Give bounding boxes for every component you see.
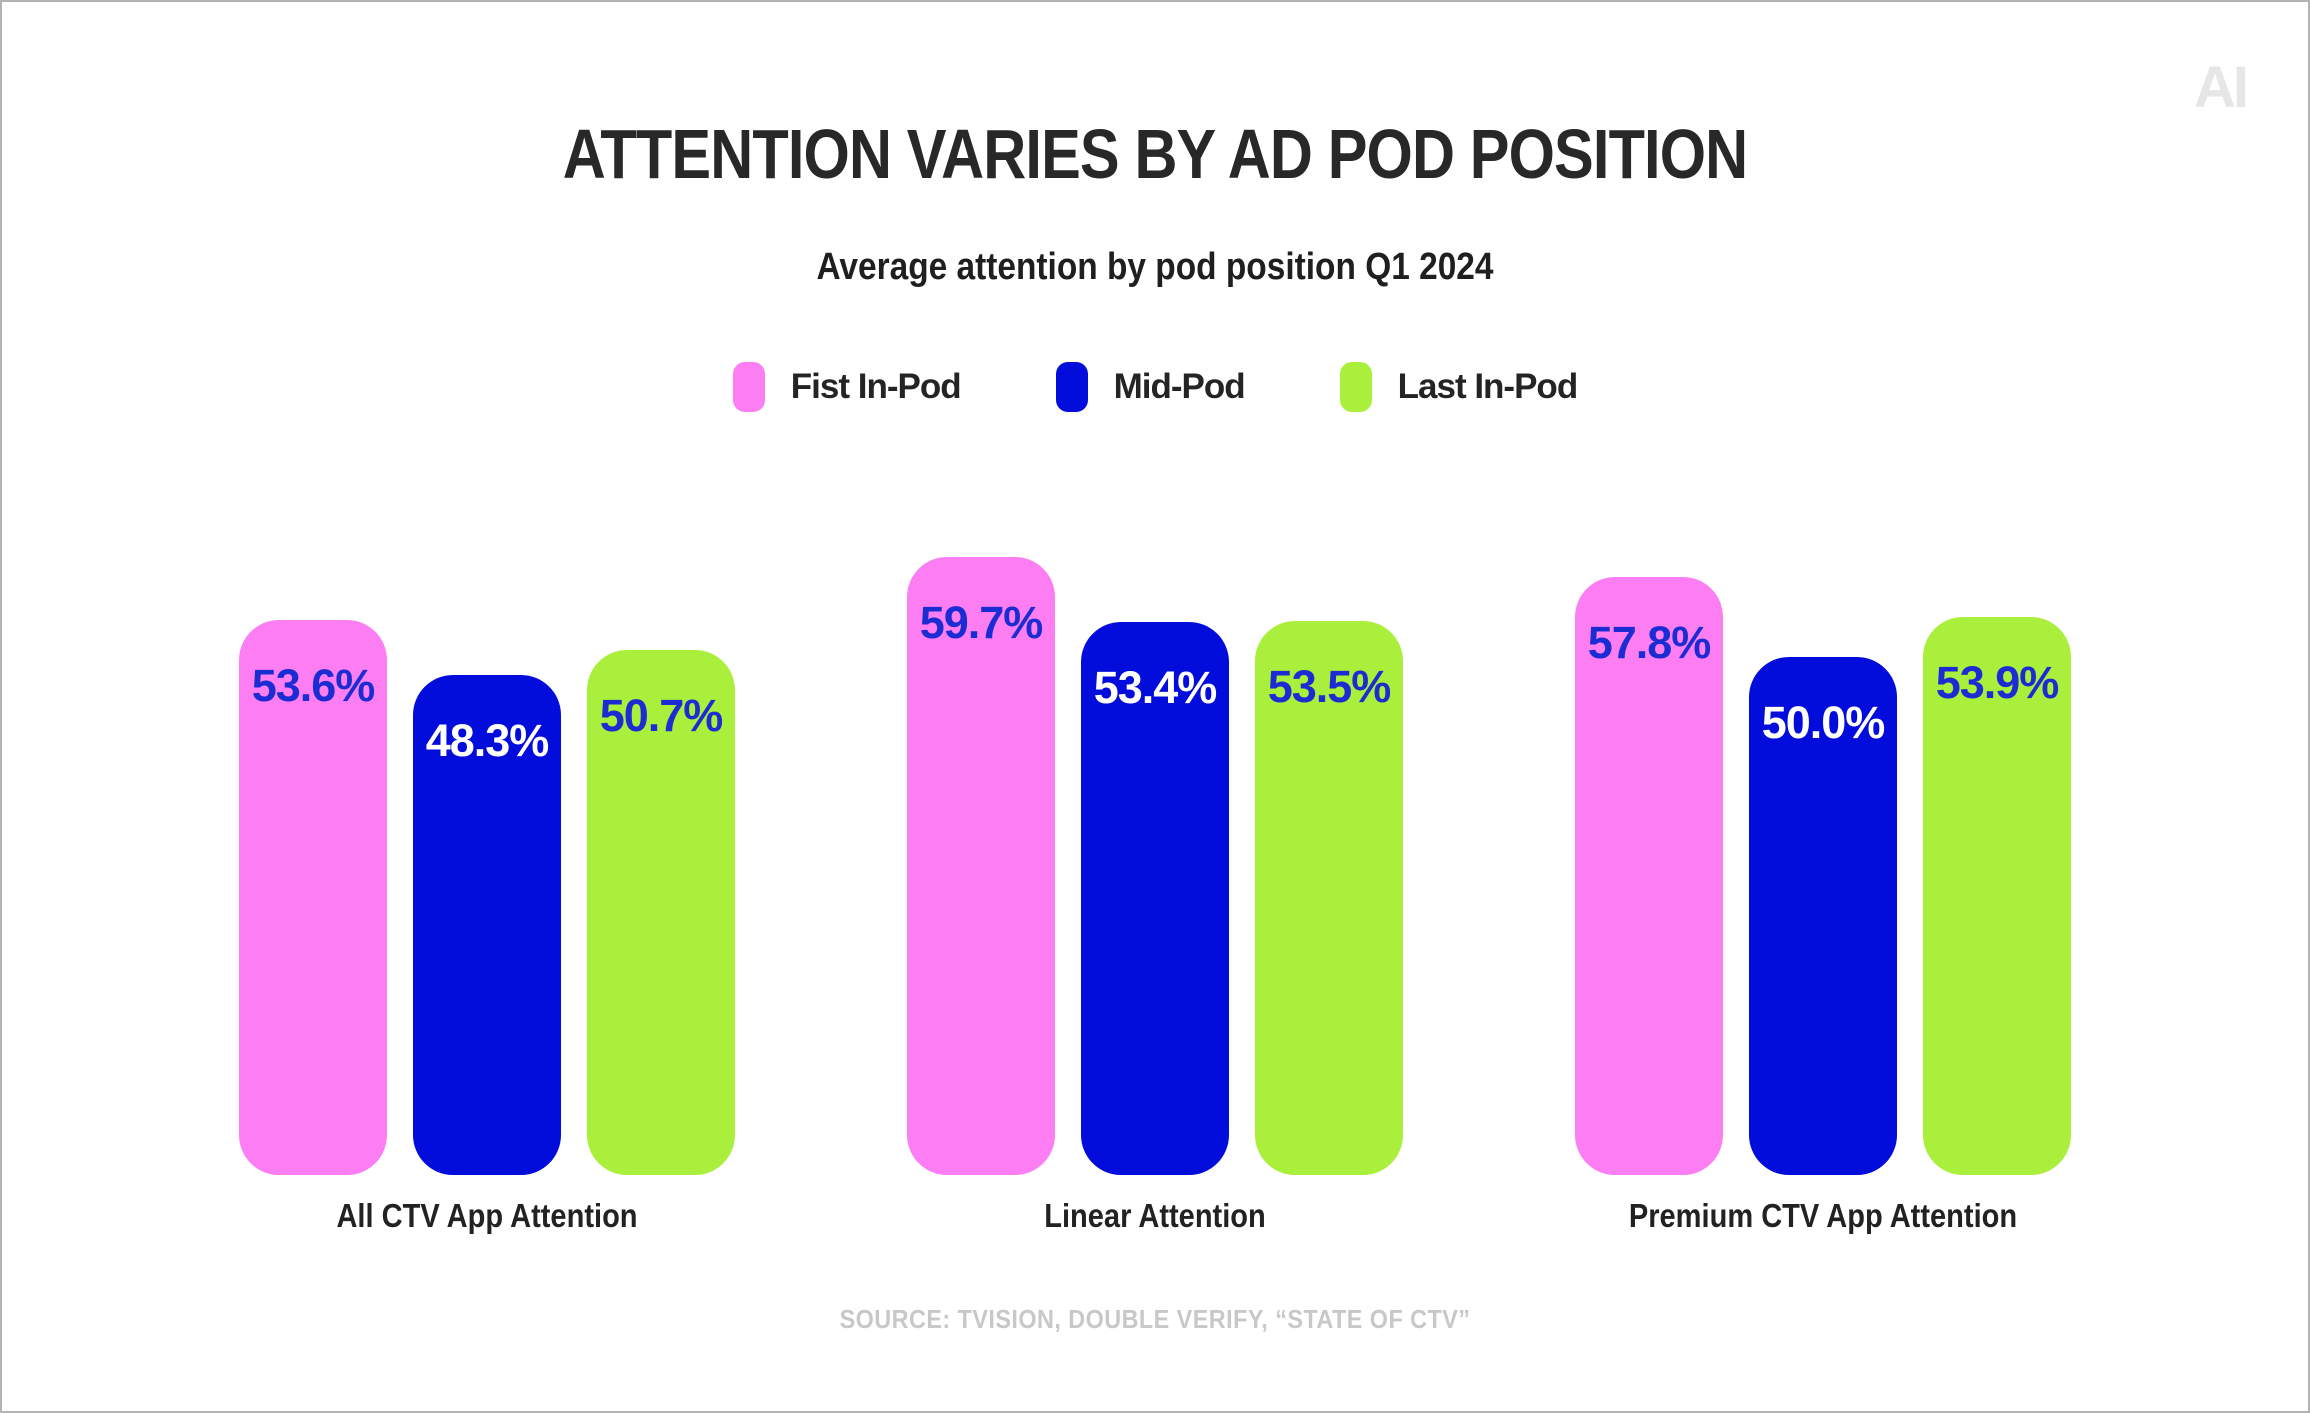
bar-group-premium-ctv-app-attention: 57.8% 50.0% 53.9% Premium CTV App Attention	[1575, 555, 2071, 1235]
bars-premium-ctv-app-attention: 57.8% 50.0% 53.9%	[1575, 555, 2071, 1175]
source-attribution: SOURCE: TVISION, DOUBLE VERIFY, “STATE O…	[839, 1304, 1471, 1334]
legend-swatch-last-in-pod	[1339, 362, 1372, 412]
bar-value-label: 57.8%	[1587, 617, 1712, 668]
bar-mid-pod: 50.0%	[1749, 657, 1897, 1175]
bars-linear-attention: 59.7% 53.4% 53.5%	[907, 555, 1403, 1175]
bar-chart: 53.6% 48.3% 50.7% All CTV App Attention 59.7…	[2, 555, 2308, 1235]
page-title: ATTENTION VARIES BY AD POD POSITION	[562, 115, 1748, 193]
legend-label: Mid-Pod	[1113, 367, 1246, 406]
page-subtitle: Average attention by pod position Q1 202…	[816, 246, 1494, 288]
legend-label: Last In-Pod	[1397, 367, 1579, 406]
bar-fist-in-pod: 57.8%	[1575, 577, 1723, 1175]
bar-mid-pod: 48.3%	[413, 675, 561, 1175]
bar-group-all-ctv-app-attention: 53.6% 48.3% 50.7% All CTV App Attention	[239, 555, 735, 1235]
bar-mid-pod: 53.4%	[1081, 622, 1229, 1175]
bar-last-in-pod: 53.9%	[1923, 617, 2071, 1175]
bar-value-label: 50.7%	[599, 690, 724, 741]
bar-last-in-pod: 53.5%	[1255, 621, 1403, 1175]
bar-value-label: 48.3%	[425, 715, 550, 766]
bar-value-label: 53.5%	[1267, 661, 1392, 712]
bar-value-label: 53.6%	[251, 660, 376, 711]
bar-fist-in-pod: 53.6%	[239, 620, 387, 1175]
legend-label: Fist In-Pod	[790, 367, 962, 406]
category-label: Premium CTV App Attention	[1628, 1197, 2018, 1234]
chart-legend: Fist In-Pod Mid-Pod Last In-Pod	[2, 362, 2308, 412]
bars-all-ctv-app-attention: 53.6% 48.3% 50.7%	[239, 555, 735, 1175]
bar-value-label: 53.4%	[1093, 662, 1218, 713]
category-label: All CTV App Attention	[336, 1197, 638, 1234]
legend-swatch-mid-pod	[1055, 362, 1088, 412]
category-label: Linear Attention	[1044, 1197, 1266, 1234]
legend-item-mid-pod: Mid-Pod	[1055, 362, 1246, 412]
bar-group-linear-attention: 59.7% 53.4% 53.5% Linear Attention	[907, 555, 1403, 1235]
bar-value-label: 53.9%	[1935, 657, 2060, 708]
bar-last-in-pod: 50.7%	[587, 650, 735, 1175]
legend-swatch-fist-in-pod	[732, 362, 765, 412]
bar-fist-in-pod: 59.7%	[907, 557, 1055, 1175]
bar-value-label: 59.7%	[919, 597, 1044, 648]
brand-logo: AI	[2194, 55, 2249, 120]
legend-item-fist-in-pod: Fist In-Pod	[732, 362, 962, 412]
bar-value-label: 50.0%	[1761, 697, 1886, 748]
legend-item-last-in-pod: Last In-Pod	[1339, 362, 1579, 412]
